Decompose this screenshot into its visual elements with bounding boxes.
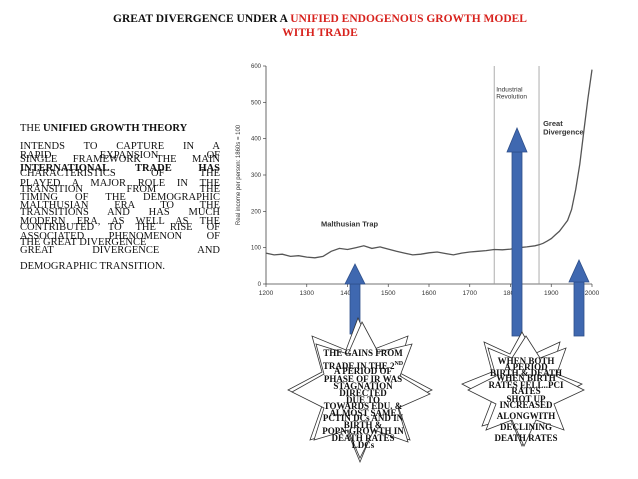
x-tick-label: 1900 xyxy=(544,290,559,297)
text-line-2: INTENDS TO CAPTURE IN A xyxy=(20,141,220,152)
x-tick-label: 1400 xyxy=(340,290,355,297)
left-star-line-4: PHASE OF IR WAS xyxy=(323,374,403,384)
x-tick-label: 1800 xyxy=(503,290,518,297)
text-line-3-overlay: INTERNATIONAL TRADE HAS xyxy=(20,163,220,174)
title-red-part1: UNIFIED ENDOGENOUS GROWTH MODEL xyxy=(290,13,527,25)
text-line-6-overlay: TRANSITIONS AND HAS MUCH xyxy=(20,207,220,218)
star-left-front xyxy=(291,321,431,459)
y-tick-label: 100 xyxy=(251,246,262,252)
left-star-line-10: PCTIN DCs AND IN xyxy=(322,413,404,423)
text-the: THE xyxy=(20,123,44,134)
x-tick-label: 1300 xyxy=(300,290,315,297)
title-red-part2: WITH TRADE xyxy=(282,27,358,39)
left-star-line-6: DIRECTED xyxy=(339,388,387,398)
arrow-middle xyxy=(506,126,528,337)
left-star-line-2: TRADE IN THE 2ND xyxy=(318,359,408,371)
chart-vlines xyxy=(493,66,540,284)
text-line-9: GREAT DIVERGENCE AND xyxy=(20,245,220,256)
right-star-line-11: DEATH RATES xyxy=(494,433,558,443)
text-line-5-overlay: TIMING OF THE DEMOGRAPHIC xyxy=(20,192,220,203)
right-star-line-2: A PERIOD xyxy=(504,362,548,372)
y-axis-label: Real income per person: 1860s = 100 xyxy=(236,124,242,225)
right-star-line-7: SHOT UP xyxy=(506,394,546,404)
left-star-line-12: POPN GROWTH IN xyxy=(322,426,404,436)
y-tick-label: 600 xyxy=(251,64,262,70)
left-star-line-8: TOWARDS EDU. & xyxy=(323,401,403,411)
left-star-sup: ND xyxy=(394,361,404,367)
text-line-8-overlay: THE GREAT DIVERGENCE xyxy=(20,237,147,248)
y-tick-label: 0 xyxy=(258,282,262,288)
y-tick-label: 500 xyxy=(251,100,262,106)
y-tick-label: 200 xyxy=(251,209,262,215)
series-line xyxy=(265,69,593,259)
annotation-malthusian-trap: Malthusian Trap xyxy=(321,220,379,229)
x-tick-label: 1500 xyxy=(381,290,396,297)
left-star-line-3: A PERIOD OF xyxy=(333,366,392,376)
right-star-line-8: INCREASED xyxy=(499,400,553,410)
right-star-line-4: WHEN BIRTH xyxy=(496,373,556,383)
text-line-2-overlay: RAPID EXPANSION OF xyxy=(20,150,220,161)
annotation-industrial: Industrial xyxy=(496,86,523,93)
right-star-line-6: RATES xyxy=(511,386,541,396)
income-chart: 0 100 200 300 400 500 600 1200 1300 1400 1500 1600 1… xyxy=(236,64,600,297)
right-star-line-10: DECLINING xyxy=(499,422,552,432)
chart-axes: 0 100 200 300 400 500 600 1200 1300 1400 1500 1600 1… xyxy=(251,64,600,297)
left-star-line-5: STAGNATION xyxy=(333,381,393,391)
title-black: GREAT DIVERGENCE UNDER A xyxy=(113,13,291,25)
left-star-line-7: DUE TO xyxy=(346,395,380,405)
right-star-line-3: BIRTH & DEATH xyxy=(489,368,563,378)
text-line-7: MODERN ERA, AS WELL AS THE xyxy=(20,216,220,227)
text-line-4-overlay: PLAYED A MAJOR ROLE IN THE xyxy=(20,178,220,189)
text-line-10: DEMOGRAPHIC TRANSITION. xyxy=(20,261,166,272)
text-unified-growth-theory: UNIFIED GROWTH THEORY xyxy=(43,123,188,134)
text-line-8: ASSOCIATED PHENOMENON OF xyxy=(20,231,220,242)
annotation-revolution: Revolution xyxy=(496,94,527,101)
text-line-3: SINGLE FRAMEWORK THE MAIN xyxy=(20,154,220,165)
x-tick-label: 1600 xyxy=(422,290,437,297)
right-star-line-5: RATES FELL..PCI xyxy=(488,380,564,390)
right-star-line-9: ALONGWITH xyxy=(496,411,556,421)
x-tick-label: 2000 xyxy=(585,290,600,297)
text-line-5: TRANSITION FROM THE xyxy=(20,184,220,195)
x-tick-label: 1700 xyxy=(463,290,478,297)
text-line-4: CHARACTERISTICS OF THE xyxy=(20,168,220,179)
x-tick-label: 1200 xyxy=(259,290,274,297)
arrow-right xyxy=(568,259,590,337)
left-star-line-9: ALMOST SAME xyxy=(329,408,397,418)
right-star-line-1: WHEN BOTH xyxy=(497,356,555,366)
left-star-line-13: DEATH RATES xyxy=(331,433,395,443)
text-line-7-overlay: CONTRIBUTED TO THE RISE OF xyxy=(20,222,220,233)
left-star-line-14: LDCs xyxy=(351,440,375,450)
left-star-line-1: THE GAINS FROM xyxy=(323,348,403,358)
left-star-trade: TRADE IN THE 2 xyxy=(322,361,395,371)
annotation-great: Great xyxy=(543,119,563,128)
star-right-front xyxy=(467,335,585,447)
slide-title: GREAT DIVERGENCE UNDER A UNIFIED ENDOGEN… xyxy=(60,12,580,40)
y-tick-label: 400 xyxy=(251,137,262,143)
text-line-1: THE UNIFIED GROWTH THEORY xyxy=(20,123,220,135)
left-star-line-11: BIRTH & xyxy=(343,420,383,430)
y-tick-label: 300 xyxy=(251,173,262,179)
text-line-6: MALTHUSIAN ERA TO THE xyxy=(20,200,220,211)
annotation-divergence: Divergence xyxy=(543,127,583,136)
